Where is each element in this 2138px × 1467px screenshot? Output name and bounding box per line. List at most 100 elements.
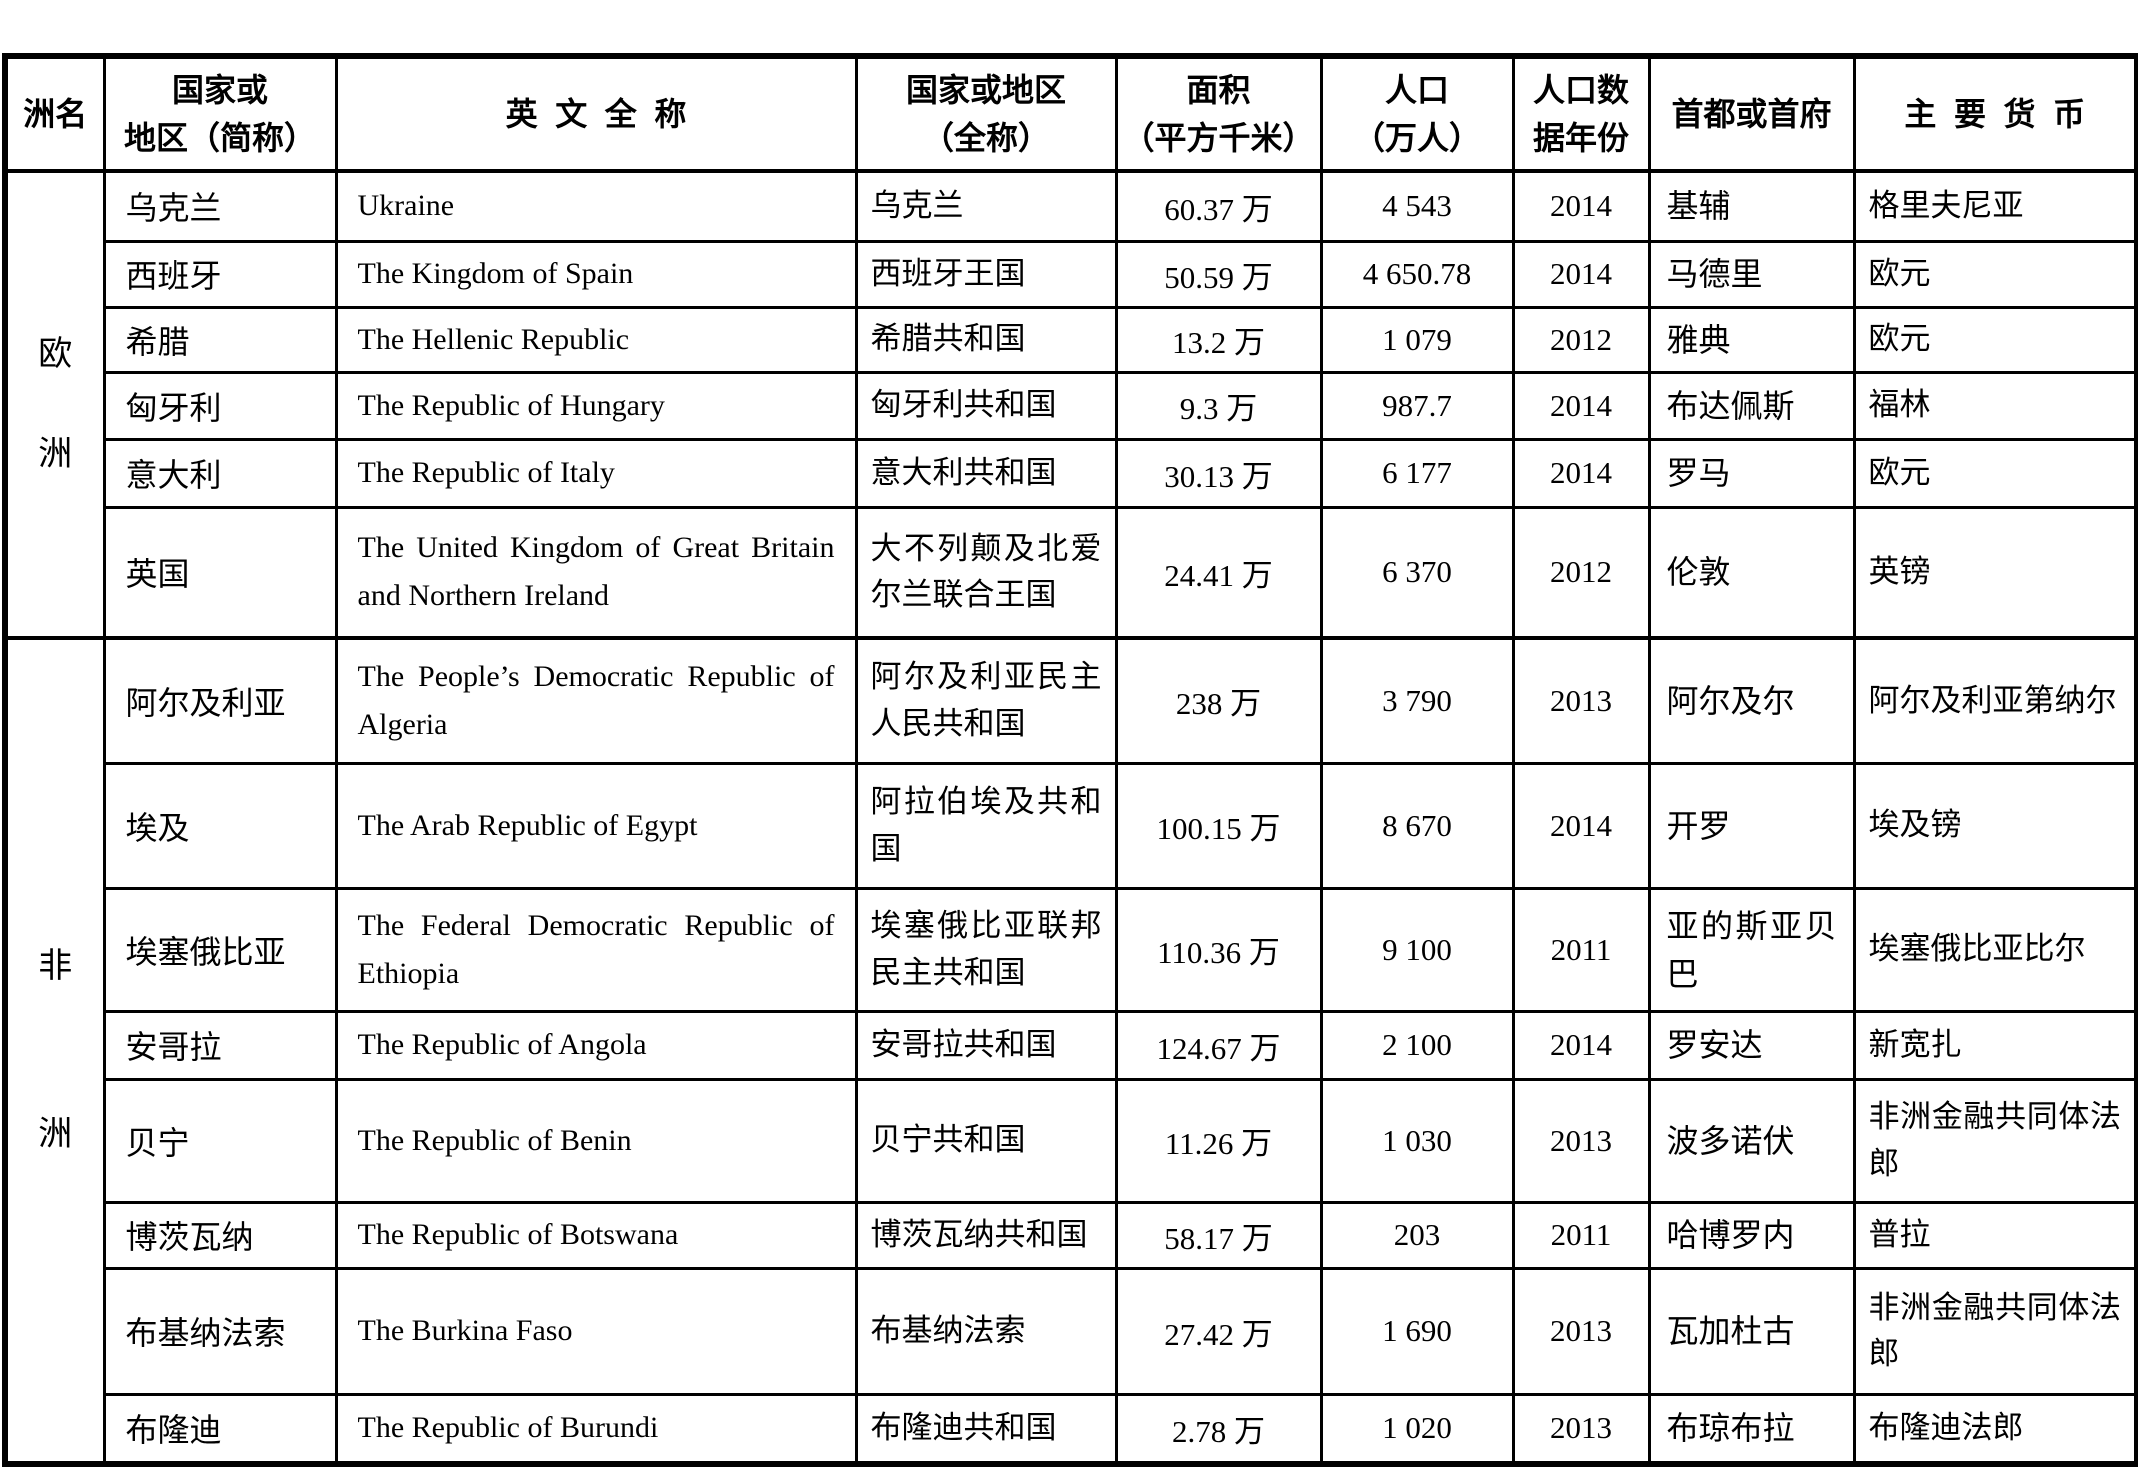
cell-currency: 格里夫尼亚 [1852,169,2138,243]
cell-pop-year: 2014 [1511,761,1651,890]
cell-area: 50.59 万 [1114,239,1323,309]
cell-english-name: The Hellenic Republic [334,305,858,374]
table-row: 英国 The United Kingdom of Great Britain a… [5,505,2138,640]
cell-full-name: 安哥拉共和国 [854,1009,1118,1081]
cell-short-name: 埃及 [102,761,338,890]
cell-capital: 波多诺伏 [1647,1077,1856,1204]
cell-capital: 雅典 [1647,305,1856,374]
cell-english-name: The Republic of Benin [334,1077,858,1204]
cell-english-name: The Republic of Botswana [334,1200,858,1270]
continent-label: 非洲 [38,947,73,1153]
cell-pop-year: 2013 [1511,1392,1651,1466]
cell-population: 4 650.78 [1319,239,1515,309]
cell-english-name: The Burkina Faso [334,1266,858,1396]
cell-capital: 马德里 [1647,239,1856,309]
cell-english-name: The Federal Democratic Republic of Ethio… [334,886,858,1013]
header-label: 洲名 [23,96,88,132]
cell-area: 11.26 万 [1114,1077,1323,1204]
cell-currency: 阿尔及利亚第纳尔 [1852,636,2138,765]
cell-area: 124.67 万 [1114,1009,1323,1081]
cell-population: 4 543 [1319,169,1515,243]
cell-pop-year: 2014 [1511,1009,1651,1081]
cell-currency: 埃塞俄比亚比尔 [1852,886,2138,1013]
cell-full-name: 贝宁共和国 [854,1077,1118,1204]
table-row: 埃塞俄比亚 The Federal Democratic Republic of… [5,886,2138,1013]
cell-currency: 欧元 [1852,305,2138,374]
cell-area: 238 万 [1114,636,1323,765]
cell-short-name: 意大利 [102,437,338,509]
cell-area: 30.13 万 [1114,437,1323,509]
table-row: 布隆迪 The Republic of Burundi 布隆迪共和国 2.78 … [5,1392,2138,1466]
cell-english-name: The People’s Democratic Republic of Alge… [334,636,858,765]
cell-population: 2 100 [1319,1009,1515,1081]
cell-currency: 非洲金融共同体法郎 [1852,1266,2138,1396]
cell-currency: 英镑 [1852,505,2138,640]
country-region-table: 洲名 国家或 地区（简称） 英文全称 国家或地区 （全称） 面积 （平方千米） 人口（… [2,53,2138,1467]
cell-short-name: 安哥拉 [102,1009,338,1081]
header-row: 洲名 国家或 地区（简称） 英文全称 国家或地区 （全称） 面积 （平方千米） 人口（… [3,54,2138,173]
cell-pop-year: 2014 [1511,239,1651,309]
table-row: 安哥拉 The Republic of Angola 安哥拉共和国 124.67… [5,1009,2138,1081]
cell-pop-year: 2012 [1511,305,1651,374]
cell-capital: 基辅 [1647,169,1856,243]
table-row: 欧洲 乌克兰 Ukraine 乌克兰 60.37 万 4 543 2014 基辅… [3,169,2138,640]
cell-short-name: 博茨瓦纳 [102,1200,338,1270]
cell-area: 13.2 万 [1114,305,1323,374]
cell-full-name: 阿拉伯埃及共和国 [854,761,1118,890]
cell-short-name: 阿尔及利亚 [102,636,338,765]
cell-currency: 普拉 [1852,1200,2138,1270]
cell-capital: 布琼布拉 [1647,1392,1856,1466]
cell-full-name: 西班牙王国 [854,239,1118,309]
cell-full-name: 埃塞俄比亚联邦民主共和国 [854,886,1118,1013]
continent-cell-africa: 非洲 [3,636,106,1466]
cell-pop-year: 2013 [1511,1077,1651,1204]
continent-cell-europe: 欧洲 [3,169,106,640]
cell-full-name: 匈牙利共和国 [854,370,1118,441]
table-row: 布基纳法索 The Burkina Faso 布基纳法索 27.42 万 1 6… [5,1266,2138,1396]
cell-area: 24.41 万 [1114,505,1323,640]
cell-area: 60.37 万 [1114,169,1323,243]
cell-short-name: 布基纳法索 [102,1266,338,1396]
cell-population: 3 790 [1319,636,1515,765]
cell-population: 1 020 [1319,1392,1515,1466]
cell-capital: 哈博罗内 [1647,1200,1856,1270]
cell-capital: 开罗 [1647,761,1856,890]
cell-full-name: 阿尔及利亚民主人民共和国 [854,636,1118,765]
cell-currency: 新宽扎 [1852,1009,2138,1081]
cell-area: 2.78 万 [1114,1392,1323,1466]
cell-population: 8 670 [1319,761,1515,890]
cell-full-name: 意大利共和国 [854,437,1118,509]
cell-capital: 瓦加杜古 [1647,1266,1856,1396]
cell-english-name: The Republic of Hungary [334,370,858,441]
cell-area: 27.42 万 [1114,1266,1323,1396]
cell-pop-year: 2013 [1511,636,1651,765]
cell-population: 987.7 [1319,370,1515,441]
cell-full-name: 布隆迪共和国 [854,1392,1118,1466]
cell-short-name: 乌克兰 [102,169,338,243]
col-header-english-name: 英文全称 [334,54,858,173]
cell-population: 6 177 [1319,437,1515,509]
cell-currency: 欧元 [1852,437,2138,509]
cell-pop-year: 2014 [1511,169,1651,243]
table-row: 非洲 阿尔及利亚 The People’s Democratic Republi… [3,636,2138,1466]
cell-pop-year: 2014 [1511,437,1651,509]
cell-short-name: 埃塞俄比亚 [102,886,338,1013]
cell-english-name: Ukraine [334,169,858,243]
cell-capital: 亚的斯亚贝巴 [1647,886,1856,1013]
cell-area: 100.15 万 [1114,761,1323,890]
cell-population: 1 690 [1319,1266,1515,1396]
cell-population: 9 100 [1319,886,1515,1013]
cell-full-name: 大不列颠及北爱尔兰联合王国 [854,505,1118,640]
cell-pop-year: 2011 [1511,1200,1651,1270]
cell-short-name: 布隆迪 [102,1392,338,1466]
cell-full-name: 博茨瓦纳共和国 [854,1200,1118,1270]
cell-english-name: The Kingdom of Spain [334,239,858,309]
col-header-short-name: 国家或 地区（简称） [102,54,338,173]
cell-short-name: 英国 [102,505,338,640]
cell-english-name: The Arab Republic of Egypt [334,761,858,890]
cell-currency: 非洲金融共同体法郎 [1852,1077,2138,1204]
cell-short-name: 匈牙利 [102,370,338,441]
cell-pop-year: 2012 [1511,505,1651,640]
cell-currency: 欧元 [1852,239,2138,309]
cell-currency: 埃及镑 [1852,761,2138,890]
